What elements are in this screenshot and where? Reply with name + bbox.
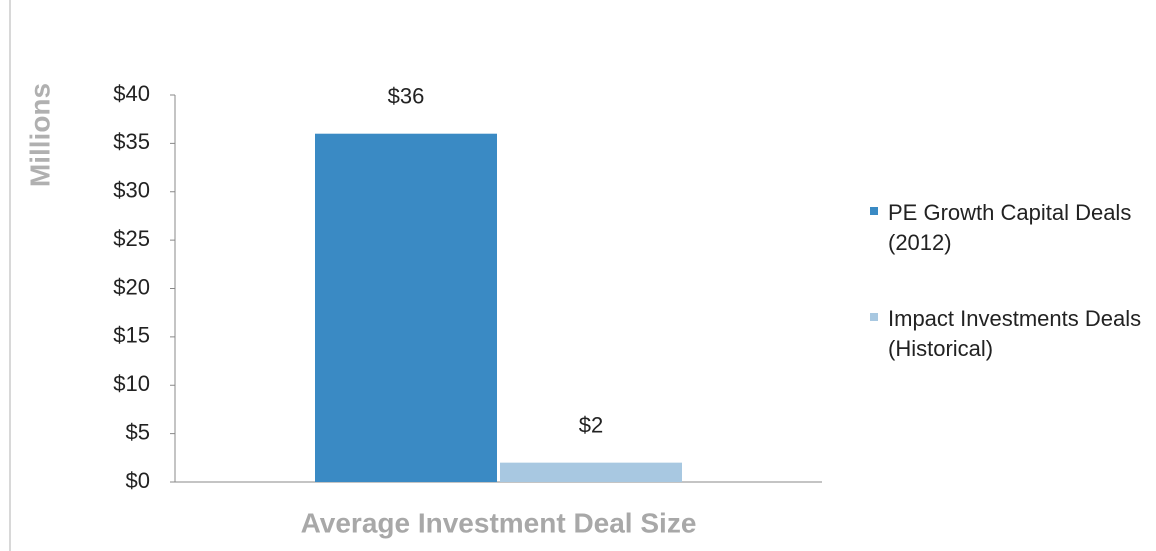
legend-swatch [870,207,878,215]
value-label: $2 [579,412,603,437]
y-tick-label: $15 [113,323,150,348]
y-tick-label: $25 [113,226,150,251]
legend-label: PE Growth Capital Deals (2012) [888,200,1132,255]
y-tick-label: $10 [113,371,150,396]
x-category-label: Average Investment Deal Size [301,507,697,538]
y-tick-label: $0 [126,468,150,493]
legend-item: Impact Investments Deals (Historical) [870,304,1150,364]
y-tick-label: $40 [113,81,150,106]
bar [500,462,682,482]
value-label: $36 [388,84,425,109]
bar [315,133,497,482]
y-tick-label: $30 [113,178,150,203]
y-axis-label: Millions [24,83,55,187]
legend-label: Impact Investments Deals (Historical) [888,306,1142,361]
legend-item: PE Growth Capital Deals (2012) [870,198,1150,258]
y-tick-label: $5 [126,419,150,444]
y-tick-label: $35 [113,129,150,154]
legend-swatch [870,313,878,321]
y-tick-label: $20 [113,274,150,299]
